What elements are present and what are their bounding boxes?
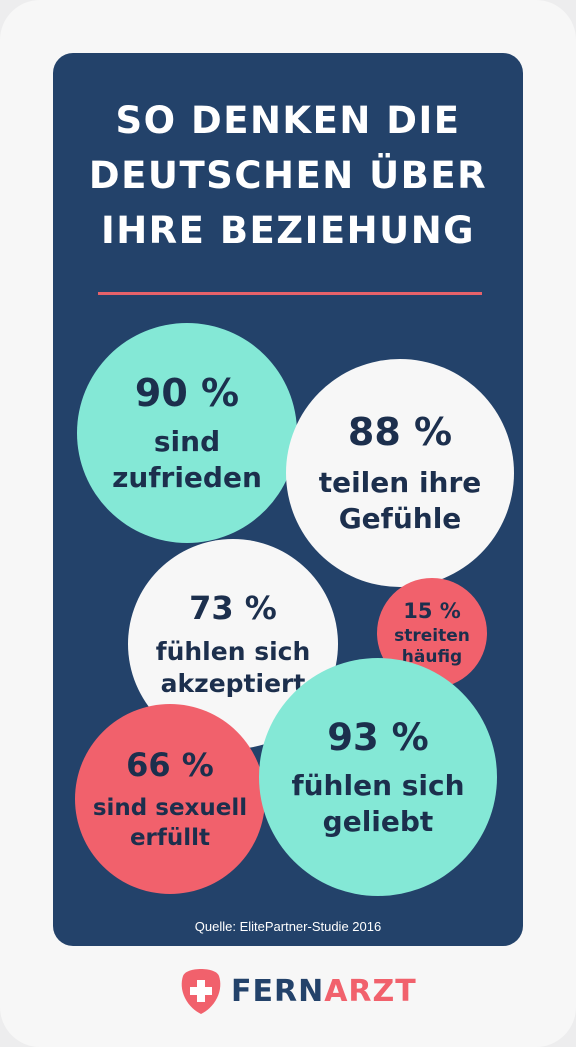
stat-bubble-geliebt: 93 % fühlen sich geliebt [259,658,497,896]
stat-label: fühlen sich akzeptiert [155,637,311,698]
stat-label: fühlen sich geliebt [291,768,465,838]
logo-part-arzt: ARZT [324,973,417,1009]
stat-bubble-erfuellt: 66 % sind sexuell erfüllt [75,704,265,894]
stat-label: sind sexuell erfüllt [92,795,248,851]
shield-cross-icon [181,969,221,1014]
page-title: SO DENKEN DIE DEUTSCHEN ÜBER IHRE BEZIEH… [53,93,523,258]
stat-percent: 15 % [403,599,461,623]
stat-percent: 73 % [189,589,277,627]
stat-bubble-gefuehle: 88 % teilen ihre Gefühle [286,359,514,587]
stat-percent: 88 % [347,410,453,454]
title-divider [98,292,482,295]
logo-wordmark: FERNARZT [231,974,417,1009]
stat-label: teilen ihre Gefühle [318,466,482,535]
stat-label: sind zufrieden [112,425,262,494]
infographic-card: SO DENKEN DIE DEUTSCHEN ÜBER IHRE BEZIEH… [53,53,523,946]
stat-percent: 90 % [134,371,240,415]
title-line-1: SO DENKEN DIE [115,99,461,142]
stat-bubble-streiten: 15 % streiten häufig [377,578,487,688]
source-note: Quelle: ElitePartner-Studie 2016 [194,919,382,934]
title-line-3: IHRE BEZIEHUNG [100,209,476,252]
logo-part-fern: FERN [231,973,325,1009]
stat-percent: 93 % [327,715,429,759]
fernarzt-logo: FERNARZT [179,966,417,1016]
title-line-2: DEUTSCHEN ÜBER [88,154,488,197]
stat-label: streiten häufig [394,626,470,667]
stat-percent: 66 % [126,746,214,784]
stat-bubble-zufrieden: 90 % sind zufrieden [77,323,297,543]
